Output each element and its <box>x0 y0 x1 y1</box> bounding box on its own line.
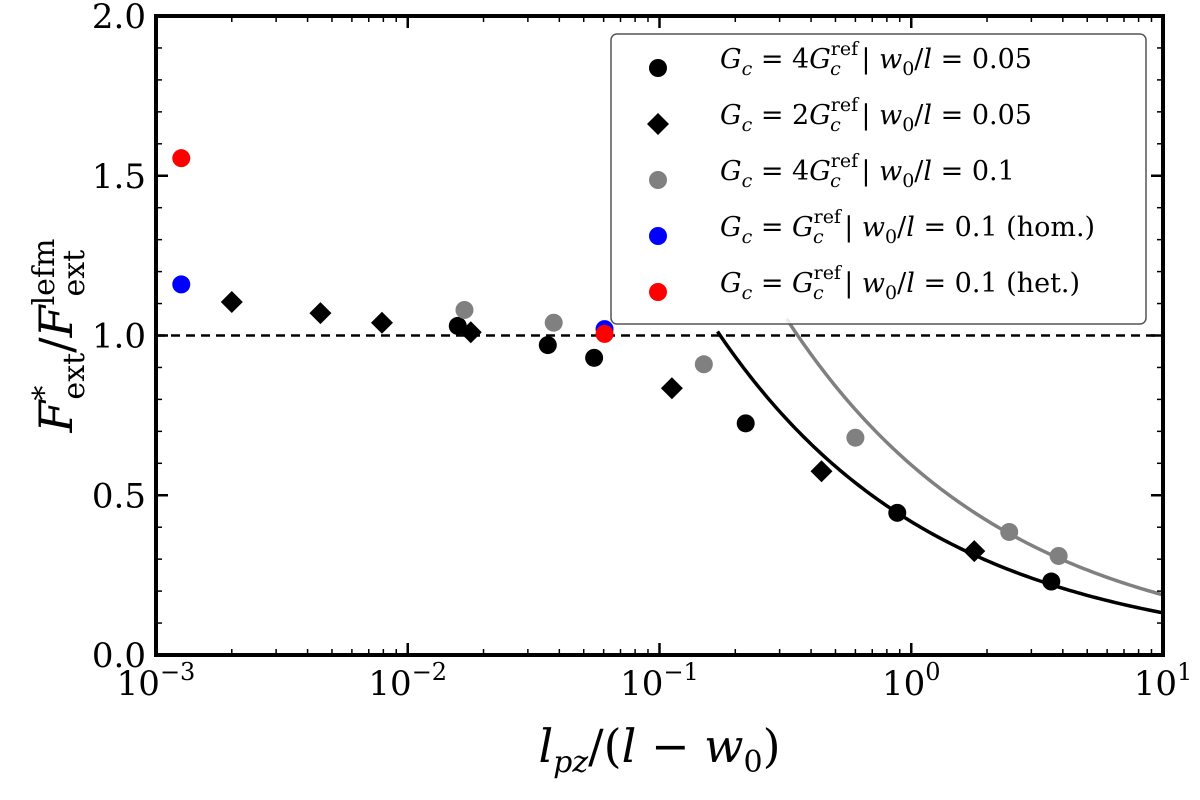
data-point-series-3 <box>455 300 474 319</box>
legend: Gc = 4Gref c | w0/l = 0.05 Gc = 2Gref c | w… <box>610 33 1147 325</box>
x-tick-label: 10−2 <box>368 658 447 704</box>
legend-box <box>610 33 1147 325</box>
legend-label: Gc = 4Gref c | w0/l = 0.1 <box>720 150 1015 192</box>
data-point-series-4 <box>172 275 191 294</box>
fit-curve <box>716 330 1164 615</box>
data-point-series-5 <box>172 149 191 168</box>
data-point-series-5 <box>595 324 614 343</box>
legend-label: Gc = Gref c | w0/l = 0.1 (het.) <box>720 262 1080 304</box>
data-points-group <box>172 149 1068 591</box>
legend-marker <box>647 113 669 135</box>
data-point-series-3 <box>846 428 865 447</box>
x-tick-label: 100 <box>882 658 941 704</box>
x-axis-label: lpz/(l − w0) <box>538 719 780 780</box>
data-point-series-2 <box>220 290 243 313</box>
data-point-series-2 <box>660 377 683 400</box>
data-point-series-1 <box>585 348 604 367</box>
x-tick-label: 101 <box>1134 658 1193 704</box>
data-point-series-2 <box>963 540 986 563</box>
legend-label: Gc = 4Gref c | w0/l = 0.05 <box>720 38 1032 80</box>
legend-label: Gc = 2Gref c | w0/l = 0.05 <box>720 94 1032 136</box>
plot-frame <box>154 14 1165 657</box>
legend-marker <box>649 283 667 301</box>
legend-label: Gc = Gref c | w0/l = 0.1 (hom.) <box>720 206 1095 248</box>
data-point-series-2 <box>309 302 332 325</box>
y-tick-label: 1.0 <box>92 317 146 357</box>
data-point-series-1 <box>538 336 557 355</box>
legend-marker <box>649 59 667 77</box>
y-tick-label: 0.0 <box>92 636 146 676</box>
data-point-series-1 <box>736 414 755 433</box>
data-point-series-2 <box>370 311 393 334</box>
x-tick-label: 10−1 <box>620 658 699 704</box>
legend-marker <box>649 227 667 245</box>
y-tick-label: 0.5 <box>92 476 146 516</box>
data-point-series-2 <box>810 460 833 483</box>
data-point-series-1 <box>1042 572 1061 591</box>
data-point-series-3 <box>1049 546 1068 565</box>
y-tick-label: 1.5 <box>92 157 146 197</box>
data-point-series-3 <box>694 355 713 374</box>
fit-curves-group <box>716 317 1164 615</box>
fit-curve <box>785 317 1164 597</box>
x-tick-label: 10−3 <box>117 658 196 704</box>
y-tick-label: 2.0 <box>92 0 146 37</box>
y-axis-label: F*ext/Flefmext <box>27 239 92 434</box>
data-point-series-2 <box>459 321 482 344</box>
legend-marker <box>649 171 667 189</box>
data-point-series-3 <box>544 313 563 332</box>
data-point-series-1 <box>888 503 907 522</box>
data-point-series-3 <box>1000 522 1019 541</box>
